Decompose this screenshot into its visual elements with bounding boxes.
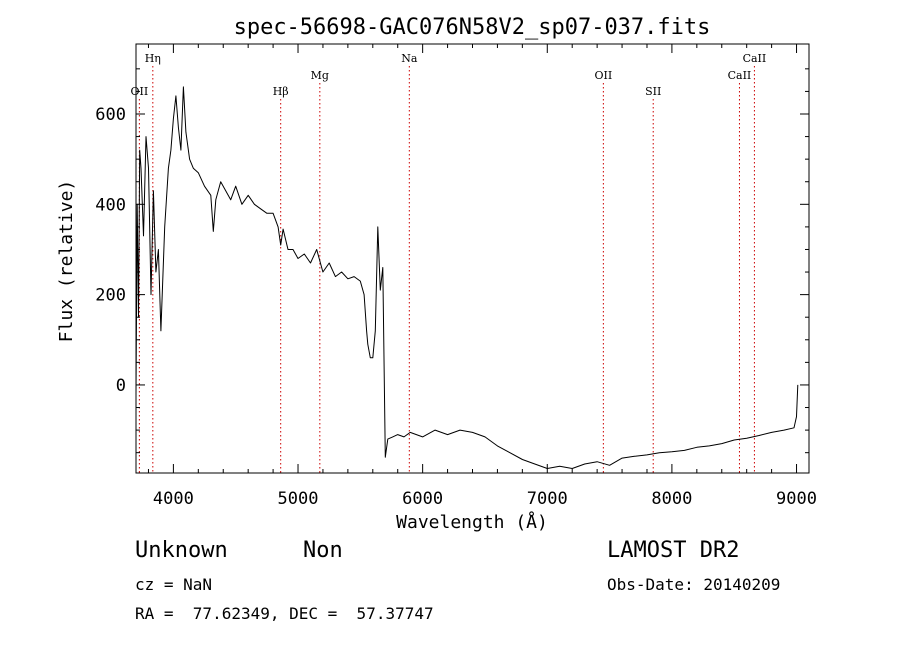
- spectral-line-label-3: Mg: [311, 69, 329, 82]
- survey-name: LAMOST DR2: [607, 538, 740, 563]
- x-axis-label: Wavelength (Å): [396, 511, 548, 533]
- plot-frame: [135, 43, 810, 474]
- spectral-line-label-1: Hη: [145, 52, 161, 65]
- object-class: Unknown: [135, 538, 228, 563]
- chart-title: spec-56698-GAC076N58V2_sp07-037.fits: [234, 15, 711, 40]
- y-axis-label: Flux (relative): [56, 180, 77, 343]
- y-tick-label-3: 600: [95, 105, 126, 125]
- object-subclass: Non: [303, 538, 343, 563]
- spectral-line-label-6: SII: [645, 85, 661, 98]
- y-tick-label-0: 0: [116, 376, 126, 396]
- y-tick-label-1: 200: [95, 286, 126, 306]
- x-tick-label-4: 8000: [651, 489, 692, 509]
- x-tick-label-5: 9000: [776, 489, 817, 509]
- x-tick-label-3: 7000: [527, 489, 568, 509]
- spectrum-line: [135, 86, 799, 469]
- x-tick-label-1: 5000: [278, 489, 319, 509]
- x-tick-label-0: 4000: [153, 489, 194, 509]
- spectral-line-label-8: CaII: [743, 52, 767, 65]
- redshift-value: cz = NaN: [135, 575, 213, 594]
- spectral-line-label-7: CaII: [728, 69, 752, 82]
- y-tick-label-2: 400: [95, 195, 126, 215]
- x-tick-label-2: 6000: [402, 489, 443, 509]
- obs-date: Obs-Date: 20140209: [607, 575, 781, 594]
- coordinates: RA = 77.62349, DEC = 57.37747: [135, 604, 434, 623]
- spectral-line-label-4: Na: [401, 52, 418, 65]
- spectral-line-label-2: Hβ: [273, 85, 289, 98]
- spectral-line-label-5: OII: [595, 69, 613, 82]
